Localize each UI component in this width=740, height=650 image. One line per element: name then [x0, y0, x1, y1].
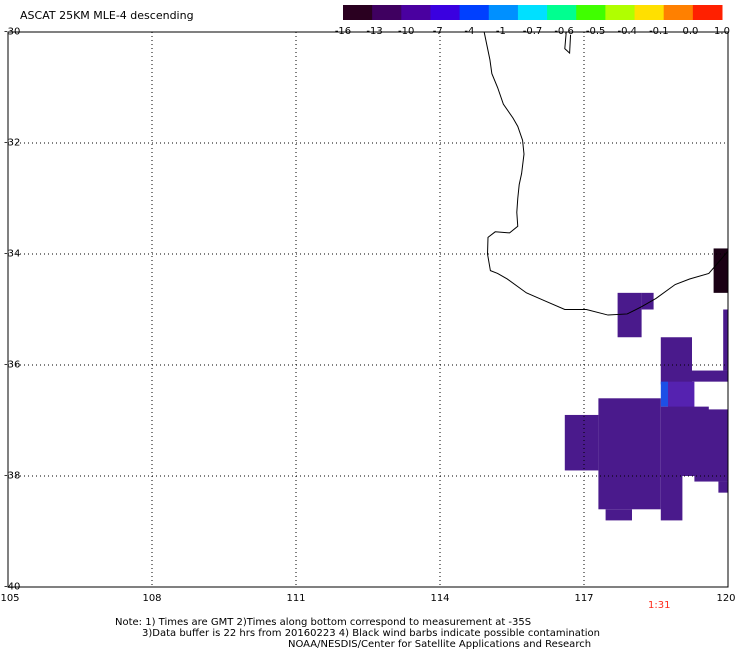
colorbar-tick-label: 1.0	[714, 26, 730, 37]
wind-cell	[564, 414, 599, 471]
gridlines	[8, 32, 728, 587]
colorbar-tick-label: -7	[432, 26, 443, 37]
colorbar-tick-label: -0.7	[522, 26, 543, 37]
colorbar-tick-label: 0.0	[682, 26, 699, 37]
colorbar-segment	[372, 5, 402, 20]
colorbar-tick-label: -0.1	[649, 26, 669, 37]
wind-cell	[718, 481, 728, 493]
colorbar-tick-label: -0.5	[585, 26, 606, 37]
colorbar-segment	[663, 5, 694, 20]
wind-cell	[713, 248, 728, 293]
longitude-label: 114	[430, 593, 450, 604]
colorbar-segment	[605, 5, 636, 20]
colorbar-tick-label: -0.4	[617, 26, 638, 37]
longitude-label: 120	[716, 593, 736, 604]
note-line-2: 3)Data buffer is 22 hrs from 20160223 4)…	[142, 628, 600, 639]
colorbar-tick-label: -13	[366, 26, 383, 37]
coastline-path	[483, 31, 729, 316]
wind-cell	[605, 509, 632, 521]
colorbar-tick-label: -1	[495, 26, 506, 37]
colorbar-tick-label: -16	[334, 26, 352, 37]
wind-cell	[660, 381, 668, 407]
colorbar-ticks: -16 -13 -10 -7 -4 -1 -0.7 -0.6 -0.5 -0.4 -0.1 0.0 1.…	[0, 26, 740, 40]
colorbar-segment	[634, 5, 665, 20]
latitude-label: -40	[4, 581, 21, 593]
map-frame	[7, 31, 729, 588]
colorbar-segment	[430, 5, 461, 20]
colorbar-segment	[401, 5, 431, 20]
longitude-label: 111	[286, 593, 306, 604]
colorbar-segment	[459, 5, 490, 20]
wind-cell	[660, 337, 692, 385]
latitude-label: -38	[4, 470, 21, 482]
colorbar-segment	[692, 5, 723, 20]
map-title: ASCAT 25KM MLE-4 descending	[20, 9, 194, 22]
colorbar-segment	[576, 5, 606, 20]
wind-cells	[564, 248, 728, 521]
latitude-label: -32	[4, 137, 21, 149]
latitude-label: -34	[4, 248, 21, 260]
colorbar-segment	[488, 5, 519, 20]
colorbar-segment	[343, 5, 373, 20]
latitude-label: -36	[4, 359, 21, 371]
time-label: 1:31	[648, 600, 671, 611]
wind-cell	[598, 398, 661, 510]
wind-cell	[617, 292, 642, 338]
coastline	[483, 31, 729, 316]
colorbar-segment	[517, 5, 548, 20]
colorbar-tick-label: -0.6	[554, 26, 574, 37]
note-line-1: Note: 1) Times are GMT 2)Times along bot…	[115, 617, 532, 628]
longitude-label: 108	[142, 593, 162, 604]
longitude-label: 105	[0, 593, 20, 604]
wind-cell	[692, 370, 728, 382]
colorbar	[343, 5, 723, 20]
island-outline	[564, 31, 572, 55]
colorbar-tick-label: -10	[397, 26, 415, 37]
latitude-label: -30	[4, 26, 21, 38]
wind-cell	[694, 409, 728, 482]
colorbar-segment	[547, 5, 577, 20]
note-line-3: NOAA/NESDIS/Center for Satellite Applica…	[288, 639, 592, 650]
wind-cell	[723, 309, 728, 371]
wind-cell	[660, 476, 683, 521]
longitude-label: 117	[574, 593, 594, 604]
colorbar-tick-label: -4	[464, 26, 475, 37]
